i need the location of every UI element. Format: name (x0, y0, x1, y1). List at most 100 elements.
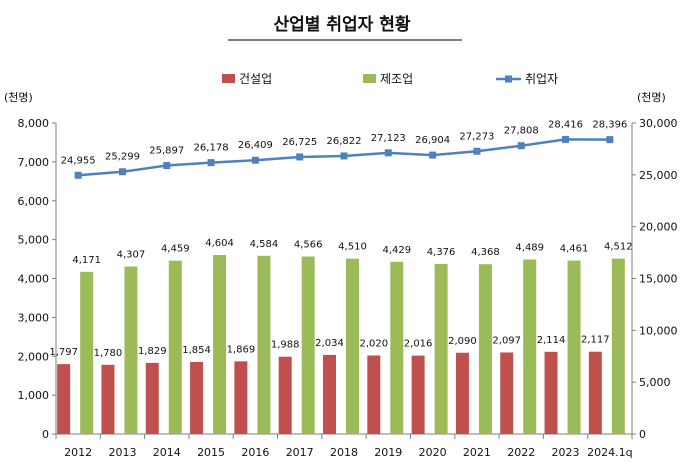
bar-data-label: 4,459 (161, 244, 190, 255)
x-tick-label: 2023 (552, 446, 580, 459)
legend-label: 제조업 (380, 72, 413, 86)
line-point (384, 149, 392, 157)
bar-data-label: 1,869 (227, 344, 256, 355)
bar-data-label: 2,090 (448, 336, 477, 347)
bar-data-label: 2,034 (315, 338, 344, 349)
bar-data-label: 4,489 (515, 242, 544, 253)
x-tick-label: 2015 (197, 446, 225, 459)
x-tick-label: 2021 (463, 446, 491, 459)
bar-제조업 (346, 258, 359, 434)
legend: 건설업 제조업 취업자 (222, 72, 558, 86)
bar-data-label: 1,988 (271, 340, 300, 351)
line-point (251, 156, 259, 164)
bar-건설업 (588, 351, 602, 434)
bar-data-label: 2,114 (537, 335, 566, 346)
y-left-tick-label: 4,000 (18, 273, 50, 286)
bar-건설업 (323, 354, 336, 434)
bar-data-label: 2,016 (404, 339, 433, 350)
bar-data-label: 4,376 (427, 247, 456, 258)
chart-title: 산업별 취업자 현황 (274, 14, 411, 35)
y-left-tick-label: 1,000 (18, 389, 50, 402)
legend-label: 건설업 (239, 72, 272, 86)
bar-제조업 (478, 264, 492, 434)
bar-data-label: 4,512 (604, 242, 633, 253)
bar-data-label: 4,510 (338, 242, 367, 253)
y-right-tick-label: 10,000 (639, 324, 678, 337)
line-point (207, 159, 215, 167)
bar-건설업 (234, 361, 248, 434)
bar-제조업 (523, 259, 537, 434)
y-left-tick-label: 7,000 (18, 156, 50, 169)
y-right-tick-label: 15,000 (639, 273, 678, 286)
bar-data-label: 1,854 (182, 345, 211, 356)
bar-data-label: 4,171 (72, 255, 101, 266)
bar-data-label: 2,097 (492, 335, 521, 346)
bar-data-label: 4,368 (471, 247, 500, 258)
x-tick-label: 2019 (374, 446, 402, 459)
bar-data-label: 2,020 (359, 338, 388, 349)
x-tick-label: 2013 (108, 446, 136, 459)
y-right-tick-label: 0 (639, 428, 646, 441)
bar-제조업 (168, 260, 182, 434)
bar-건설업 (57, 364, 71, 434)
y-right-tick-label: 5,000 (639, 376, 671, 389)
line-data-label: 26,822 (327, 136, 362, 147)
legend-swatch-건설업 (222, 74, 235, 83)
x-tick-label: 2012 (64, 446, 92, 459)
line-point (118, 168, 126, 176)
line-point (429, 151, 437, 159)
x-tick-label: 2024.1q (587, 446, 632, 459)
bar-제조업 (434, 263, 448, 434)
bar-제조업 (301, 256, 315, 434)
line-data-label: 26,178 (194, 143, 229, 154)
x-tick-label: 2020 (419, 446, 447, 459)
y-left-unit: (천명) (4, 90, 33, 104)
legend-swatch-제조업 (363, 74, 376, 83)
line-data-label: 25,299 (105, 152, 140, 163)
line-point (562, 135, 570, 143)
axes: 0 1,000 2,000 3,000 4,000 5,000 6,000 7,000 8,00… (18, 117, 678, 459)
line-data-label: 27,808 (504, 126, 539, 137)
bar-data-label: 1,780 (94, 348, 123, 359)
bar-건설업 (367, 355, 381, 434)
line-series (74, 135, 614, 179)
line-data-label: 28,416 (548, 119, 583, 130)
line-point (517, 142, 525, 150)
bar-data-label: 4,429 (382, 245, 411, 256)
bar-제조업 (213, 255, 227, 434)
line-data-label: 25,897 (149, 146, 184, 157)
data-labels: 1,797 1,780 1,829 1,854 1,869 1,988 2,034 2,020… (49, 119, 632, 358)
x-tick-label: 2016 (241, 446, 269, 459)
line-point (473, 147, 481, 155)
line-data-label: 27,123 (371, 133, 406, 144)
bar-건설업 (190, 361, 204, 434)
bar-제조업 (257, 255, 271, 434)
y-right-unit: (천명) (637, 90, 666, 104)
y-right-tick-label: 30,000 (639, 117, 678, 130)
y-right-tick-label: 25,000 (639, 169, 678, 182)
y-left-tick-label: 8,000 (18, 117, 50, 130)
x-tick-label: 2014 (153, 446, 181, 459)
line-data-label: 27,273 (459, 131, 494, 142)
line-data-label: 26,725 (282, 137, 317, 148)
line-point (296, 153, 304, 161)
bar-제조업 (567, 260, 581, 434)
line-data-label: 26,904 (415, 135, 450, 146)
x-tick-label: 2022 (507, 446, 535, 459)
line-data-label: 28,396 (592, 120, 627, 131)
bar-data-label: 4,566 (294, 239, 323, 250)
bars (57, 255, 625, 434)
y-left-tick-label: 3,000 (18, 311, 50, 324)
line-point (340, 152, 348, 160)
line-point (606, 136, 614, 144)
bar-건설업 (145, 362, 159, 434)
legend-swatch-marker (505, 75, 512, 83)
y-left-tick-label: 0 (42, 428, 49, 441)
bar-건설업 (411, 355, 425, 434)
bar-data-label: 4,604 (205, 238, 234, 249)
bar-제조업 (611, 258, 625, 434)
x-tick-label: 2017 (286, 446, 314, 459)
bar-건설업 (544, 351, 558, 434)
bar-data-label: 4,584 (250, 239, 279, 250)
